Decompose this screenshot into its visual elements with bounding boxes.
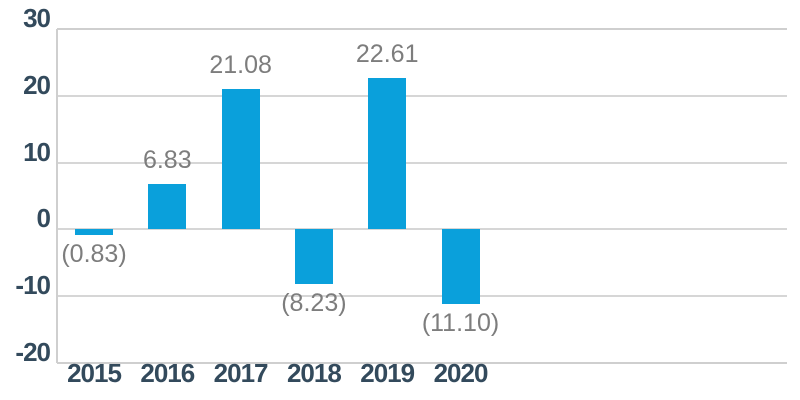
bar [221, 88, 260, 230]
y-axis-tick-label: -20 [15, 337, 51, 367]
x-axis-tick-label: 2016 [140, 358, 195, 388]
bar [441, 229, 480, 304]
x-axis-tick-label: 2018 [286, 358, 342, 388]
y-axis-tick-label: 0 [36, 203, 51, 234]
bar [75, 229, 113, 235]
data-label: (11.10) [421, 308, 500, 337]
gridline [57, 28, 787, 30]
y-axis-tick-label: 20 [23, 69, 51, 100]
gridline [57, 362, 787, 364]
data-label: (8.23) [281, 289, 347, 318]
x-axis-tick-label: 2019 [360, 358, 415, 388]
data-label: 21.08 [209, 50, 272, 79]
bar [368, 78, 407, 230]
y-axis-line [56, 29, 58, 363]
x-axis-tick-label: 2017 [213, 358, 269, 388]
bar [294, 229, 333, 285]
x-axis-tick-label: 2015 [67, 358, 122, 388]
y-axis-tick-label: 10 [23, 136, 51, 167]
bar [148, 183, 187, 230]
y-axis-tick-label: 30 [23, 3, 51, 33]
data-label: 22.61 [355, 40, 419, 69]
gridline [57, 161, 787, 164]
gridline [57, 94, 787, 97]
x-axis-tick-label: 2020 [433, 358, 489, 388]
y-axis-tick-label: -10 [15, 270, 51, 301]
gridline [57, 295, 787, 298]
data-label: 6.83 [142, 145, 192, 174]
gridline [57, 228, 787, 231]
data-label: (0.83) [61, 239, 127, 268]
